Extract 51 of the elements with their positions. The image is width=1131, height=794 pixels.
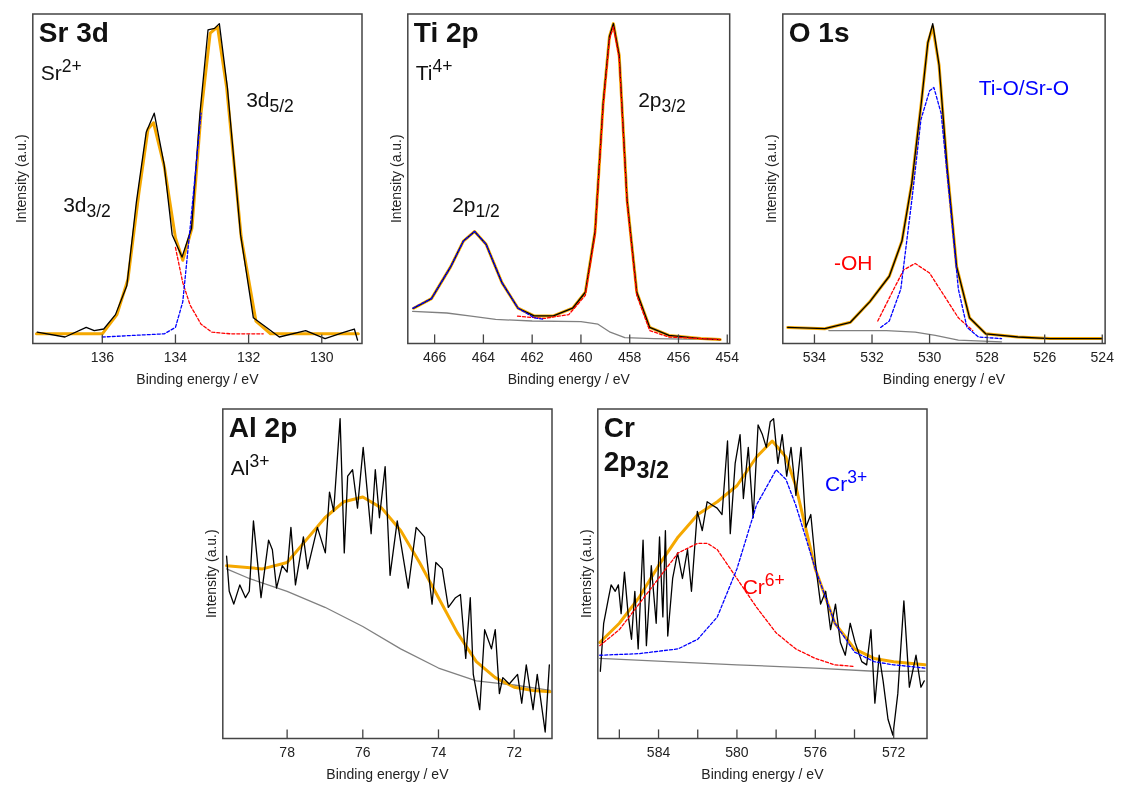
x-tick-label: 458 <box>618 348 642 365</box>
text: Cr 2p$_{3/2}$ <box>603 411 670 485</box>
x-axis-title: Binding energy / eV <box>507 371 631 388</box>
x-tick-label: 136 <box>90 348 115 365</box>
x-tick-label: 460 <box>569 348 593 365</box>
chart-title: Al 2p <box>228 411 298 445</box>
y-axis-title: Intensity (a.u.) <box>388 134 405 224</box>
series-label: Cr$^{3+}$ <box>825 465 868 496</box>
series-label: Ti-O/Sr-O <box>978 75 1069 100</box>
y-axis-title: Intensity (a.u.) <box>763 134 780 224</box>
x-tick-label: 454 <box>715 348 740 365</box>
x-tick-label: 464 <box>471 348 496 365</box>
y-axis-title: Intensity (a.u.) <box>13 134 30 224</box>
x-tick-label: 78 <box>279 743 296 760</box>
x-axis-title: Binding energy / eV <box>882 371 1006 388</box>
x-tick-label: 526 <box>1033 348 1057 365</box>
annotation: 3d$_{5/2}$ <box>246 87 294 119</box>
x-tick-label: 534 <box>802 348 827 365</box>
chart-title: Sr 3d <box>38 16 109 50</box>
annotation: 2p$_{1/2}$ <box>452 192 500 224</box>
x-tick-label: 74 <box>430 743 447 760</box>
y-axis-title: Intensity (a.u.) <box>578 529 595 619</box>
x-tick-label: 530 <box>917 348 942 365</box>
x-tick-label: 456 <box>666 348 691 365</box>
x-tick-label: 132 <box>236 348 261 365</box>
x-tick-label: 130 <box>310 348 334 365</box>
x-tick-label: 466 <box>422 348 447 365</box>
x-tick-label: 576 <box>803 743 828 760</box>
x-tick-label: 572 <box>882 743 906 760</box>
x-axis-title: Binding energy / eV <box>701 766 825 783</box>
series-label: -OH <box>833 251 873 276</box>
x-tick-label: 532 <box>860 348 884 365</box>
x-tick-label: 76 <box>355 743 371 760</box>
x-tick-label: 524 <box>1090 348 1115 365</box>
x-tick-label: 72 <box>506 743 523 760</box>
x-tick-label: 462 <box>520 348 545 365</box>
y-axis-title: Intensity (a.u.) <box>203 529 220 619</box>
series-label: Cr$^{6+}$ <box>742 568 785 599</box>
chart-title: Ti 2p <box>413 16 479 50</box>
annotation: Sr$^{2+}$ <box>40 55 82 85</box>
annotation: Al$^{3+}$ <box>230 450 270 480</box>
x-tick-label: 134 <box>163 348 188 365</box>
chart-title: O 1s <box>788 16 850 50</box>
annotation: Ti$^{4+}$ <box>415 55 453 85</box>
x-axis-title: Binding energy / eV <box>326 766 450 783</box>
x-tick-label: 528 <box>975 348 1000 365</box>
x-tick-label: 580 <box>725 743 749 760</box>
annotation: 3d$_{3/2}$ <box>63 192 111 224</box>
x-axis-title: Binding energy / eV <box>136 371 260 388</box>
x-tick-label: 584 <box>646 743 671 760</box>
annotation: 2p$_{3/2}$ <box>638 87 686 119</box>
